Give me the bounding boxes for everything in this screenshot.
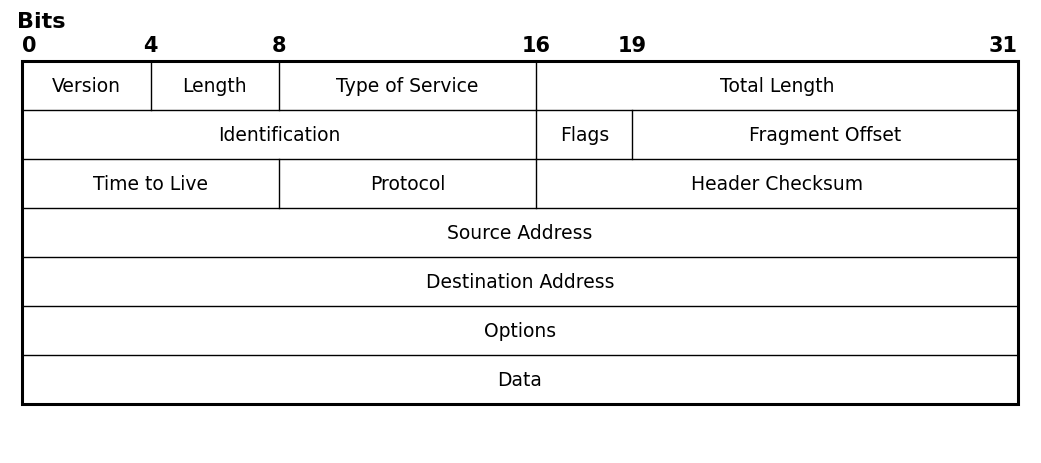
Text: Fragment Offset: Fragment Offset [750,126,902,144]
Text: Flags: Flags [560,126,609,144]
Text: Time to Live: Time to Live [93,175,208,194]
Text: 8: 8 [272,36,286,56]
Text: 31: 31 [989,36,1018,56]
Text: Header Checksum: Header Checksum [691,175,863,194]
Text: Source Address: Source Address [448,224,592,243]
Text: Data: Data [498,370,542,389]
Text: Type of Service: Type of Service [336,77,479,96]
Text: 19: 19 [618,36,648,56]
Text: Destination Address: Destination Address [426,272,614,291]
Text: Options: Options [484,321,556,340]
Text: Bits: Bits [17,12,66,32]
Text: 16: 16 [522,36,551,56]
Text: Version: Version [52,77,121,96]
Bar [22,62,1018,404]
Text: 4: 4 [144,36,158,56]
Text: 0: 0 [22,36,36,56]
Text: Length: Length [182,77,247,96]
Text: Total Length: Total Length [719,77,834,96]
Text: Identification: Identification [218,126,340,144]
Text: Protocol: Protocol [370,175,446,194]
